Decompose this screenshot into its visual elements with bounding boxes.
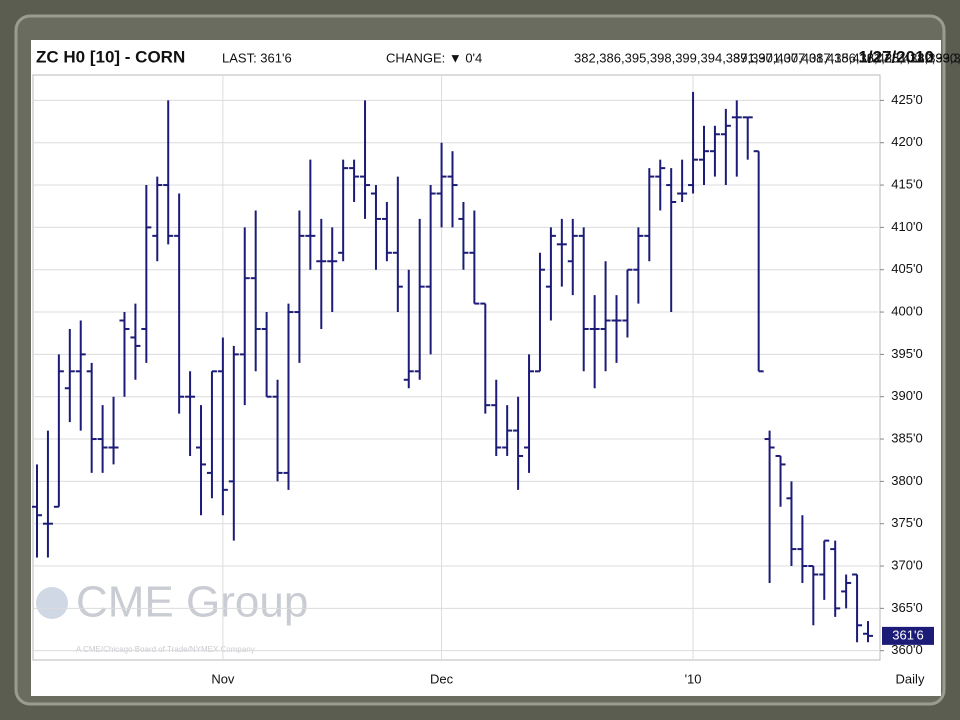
last-price-label: 361'6 — [892, 627, 923, 642]
y-tick-label: 420'0 — [891, 134, 922, 149]
logo: CME Group — [76, 578, 308, 627]
date: 1/27/2010 — [858, 47, 934, 66]
y-tick-label: 385'0 — [891, 430, 922, 445]
logo-tagline: A CME/Chicago Board of Trade/NYMEX Compa… — [76, 645, 255, 654]
last-price: LAST: 361'6 — [222, 50, 292, 65]
x-tick-label: Nov — [211, 671, 235, 686]
y-tick-label: 415'0 — [891, 176, 922, 191]
y-tick-label: 375'0 — [891, 515, 922, 530]
y-tick-label: 410'0 — [891, 219, 922, 234]
low: 371,371,377,387,386,381,381,382,390,392,… — [733, 50, 960, 65]
y-tick-label: 405'0 — [891, 261, 922, 276]
high: 382,386,395,398,399,394,389,390,400,401,… — [574, 50, 960, 65]
y-tick-label: 425'0 — [891, 92, 922, 107]
y-tick-label: 400'0 — [891, 303, 922, 318]
y-tick-label: 365'0 — [891, 600, 922, 615]
change: CHANGE: ▼ 0'4 — [386, 50, 482, 65]
plot-area — [32, 74, 881, 661]
y-tick-label: 390'0 — [891, 388, 922, 403]
period-label: Daily — [896, 671, 925, 686]
x-tick-label: '10 — [685, 671, 702, 686]
logo-globe — [36, 587, 68, 619]
y-tick-label: 395'0 — [891, 346, 922, 361]
last-price-box — [882, 626, 934, 645]
y-tick-label: 370'0 — [891, 557, 922, 572]
y-tick-label: 360'0 — [891, 642, 922, 657]
y-tick-label: 380'0 — [891, 473, 922, 488]
chart-title: ZC H0 [10] - CORN — [36, 47, 185, 66]
x-tick-label: Dec — [430, 671, 454, 686]
